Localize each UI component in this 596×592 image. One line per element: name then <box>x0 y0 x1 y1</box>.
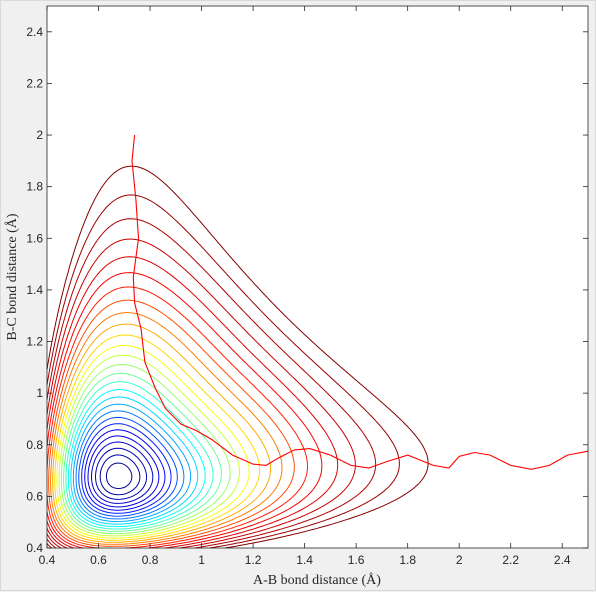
x-tick-label: 2.2 <box>502 553 519 567</box>
contour-level <box>52 323 271 543</box>
contour-level <box>78 416 178 517</box>
contour-level <box>99 454 141 496</box>
contour-level <box>46 218 377 549</box>
contour-level <box>48 299 295 547</box>
plot-area <box>47 6 588 548</box>
contour-level <box>58 354 240 537</box>
contour-level <box>75 410 185 520</box>
y-tick-label: 2.2 <box>26 76 43 90</box>
y-tick-label: 0.8 <box>26 438 43 452</box>
contour-level <box>46 194 400 549</box>
y-tick-label: 1.6 <box>26 231 43 245</box>
x-tick-label: 0.4 <box>39 553 56 567</box>
x-tick-label: 1 <box>198 553 205 567</box>
contour-level <box>95 447 148 500</box>
x-tick-label: 0.6 <box>90 553 107 567</box>
contour-level <box>72 403 192 523</box>
contour-level <box>65 381 214 530</box>
plot-frame <box>46 5 589 549</box>
contour-level <box>46 238 356 549</box>
x-tick-label: 2.4 <box>554 553 571 567</box>
contour-lines <box>46 165 429 549</box>
axis-ticks: 0.4 0.6 0.8 1 1.2 1.4 1.6 1.8 2 2.2 2.4 0.4 0.6 0.8 1 1… <box>26 6 588 567</box>
contour-level <box>46 272 323 549</box>
contour-level <box>81 423 172 514</box>
contour-level <box>46 256 339 549</box>
contour-level <box>60 364 231 535</box>
y-tick-label: 1.2 <box>26 335 43 349</box>
y-tick-label: 1 <box>36 386 43 400</box>
y-tick-label: 1.4 <box>26 283 43 297</box>
y-axis-label: B-C bond distance (Å) <box>4 213 20 340</box>
contour-level <box>46 286 308 549</box>
x-tick-label: 2 <box>456 553 463 567</box>
contour-level <box>67 389 206 528</box>
contour-level <box>105 462 133 489</box>
y-tick-label: 0.4 <box>26 541 43 555</box>
x-tick-label: 1.6 <box>348 553 365 567</box>
x-tick-label: 0.8 <box>142 553 159 567</box>
contour-level <box>87 435 160 508</box>
contour-level <box>70 396 199 525</box>
x-tick-label: 1.2 <box>245 553 262 567</box>
x-axis-label: A-B bond distance (Å) <box>253 572 381 588</box>
trajectory-line <box>131 134 589 470</box>
y-tick-label: 2.4 <box>26 25 43 39</box>
contour-level <box>91 441 154 504</box>
contour-level <box>46 165 429 549</box>
y-tick-label: 0.6 <box>26 489 43 503</box>
x-tick-label: 1.4 <box>296 553 313 567</box>
contour-level <box>50 312 283 545</box>
contour-level <box>84 429 166 511</box>
contour-level <box>54 334 261 541</box>
contour-level <box>63 372 222 532</box>
x-tick-label: 1.8 <box>399 553 416 567</box>
y-tick-label: 1.8 <box>26 180 43 194</box>
y-tick-label: 2 <box>36 128 43 142</box>
contour-level <box>56 344 250 539</box>
